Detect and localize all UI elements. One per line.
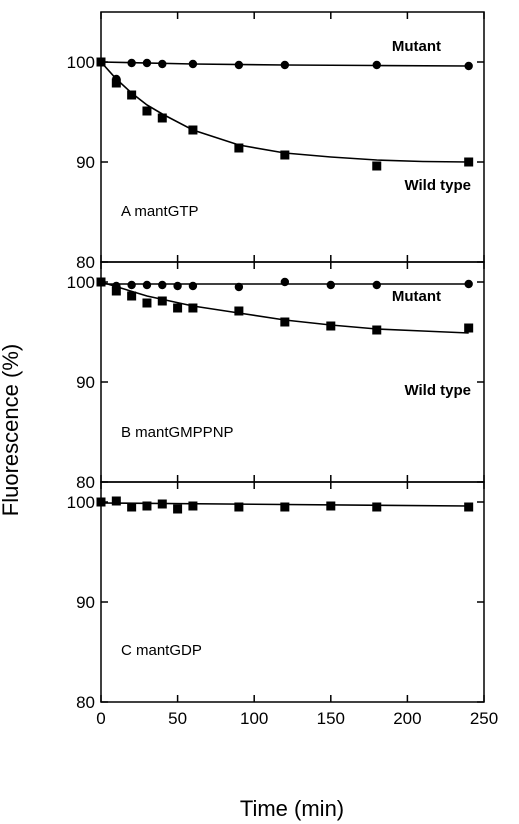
- data-point-square: [142, 298, 152, 308]
- x-tick-label: 200: [393, 709, 421, 728]
- data-point-square: [142, 501, 152, 511]
- x-tick-label: 0: [96, 709, 105, 728]
- x-axis-title: Time (min): [240, 796, 344, 821]
- y-tick-label: 80: [76, 693, 95, 712]
- data-point-square: [280, 150, 290, 160]
- series-label: Wild type: [404, 382, 471, 399]
- data-point-square: [173, 504, 183, 514]
- panel-label: A mantGTP: [121, 203, 199, 220]
- data-point-circle: [158, 280, 167, 290]
- data-point-square: [372, 502, 382, 512]
- y-tick-label: 100: [67, 53, 95, 72]
- data-point-square: [188, 501, 198, 511]
- data-point-circle: [234, 282, 244, 292]
- panel-frame-2: [100, 481, 485, 703]
- data-point-square: [127, 502, 137, 512]
- panel-label: B mantGMPPNP: [121, 424, 234, 441]
- data-point-square: [280, 502, 290, 512]
- fit-curve-0-1: [100, 61, 469, 163]
- panel-label: C mantGDP: [121, 642, 202, 659]
- data-point-circle: [142, 280, 152, 290]
- data-point-circle: [127, 280, 136, 290]
- series-label: Wild type: [404, 177, 471, 194]
- data-point-square: [188, 303, 198, 313]
- x-tick-label: 250: [470, 709, 498, 728]
- data-point-square: [234, 502, 244, 512]
- data-point-square: [464, 323, 474, 333]
- data-point-square: [157, 499, 167, 509]
- data-point-circle: [280, 277, 290, 287]
- data-point-square: [173, 303, 183, 313]
- data-markers: [96, 57, 474, 514]
- data-point-circle: [142, 58, 152, 68]
- data-point-square: [464, 502, 474, 512]
- data-point-square: [326, 501, 336, 511]
- data-point-square: [127, 291, 137, 301]
- data-point-square: [111, 78, 121, 88]
- x-tick-label: 150: [317, 709, 345, 728]
- data-point-square: [96, 277, 106, 287]
- data-point-circle: [326, 280, 335, 290]
- data-point-square: [111, 496, 121, 506]
- data-point-circle: [158, 59, 167, 69]
- data-point-square: [142, 106, 152, 116]
- y-tick-label: 90: [76, 373, 95, 392]
- y-tick-label: 90: [76, 593, 95, 612]
- data-point-circle: [188, 281, 198, 291]
- data-point-square: [188, 125, 198, 135]
- x-tick-label: 100: [240, 709, 268, 728]
- data-point-circle: [173, 281, 182, 291]
- data-point-square: [96, 497, 106, 507]
- data-point-square: [326, 321, 336, 331]
- data-point-square: [372, 161, 382, 171]
- data-point-circle: [464, 61, 473, 71]
- data-point-square: [111, 286, 121, 296]
- data-point-circle: [372, 60, 381, 70]
- y-axis-title: Fluorescence (%): [0, 344, 23, 516]
- y-tick-label: 100: [67, 273, 95, 292]
- axes-layer: [100, 11, 485, 703]
- data-point-square: [234, 306, 244, 316]
- data-point-circle: [372, 280, 381, 290]
- data-point-circle: [280, 60, 290, 70]
- data-point-square: [234, 143, 244, 153]
- data-point-square: [157, 296, 167, 306]
- data-point-square: [372, 325, 382, 335]
- x-tick-label: 50: [168, 709, 187, 728]
- data-point-square: [280, 317, 290, 327]
- data-point-circle: [234, 60, 244, 70]
- data-point-square: [464, 157, 474, 167]
- data-point-circle: [464, 279, 473, 289]
- series-label: Mutant: [392, 288, 441, 305]
- y-tick-label: 80: [76, 253, 95, 272]
- data-point-square: [157, 113, 167, 123]
- y-tick-label: 80: [76, 473, 95, 492]
- data-point-square: [127, 90, 137, 100]
- data-point-square: [96, 57, 106, 67]
- data-point-circle: [188, 59, 198, 69]
- series-label: Mutant: [392, 38, 441, 55]
- y-tick-label: 90: [76, 153, 95, 172]
- data-point-circle: [127, 58, 136, 68]
- y-tick-label: 100: [67, 493, 95, 512]
